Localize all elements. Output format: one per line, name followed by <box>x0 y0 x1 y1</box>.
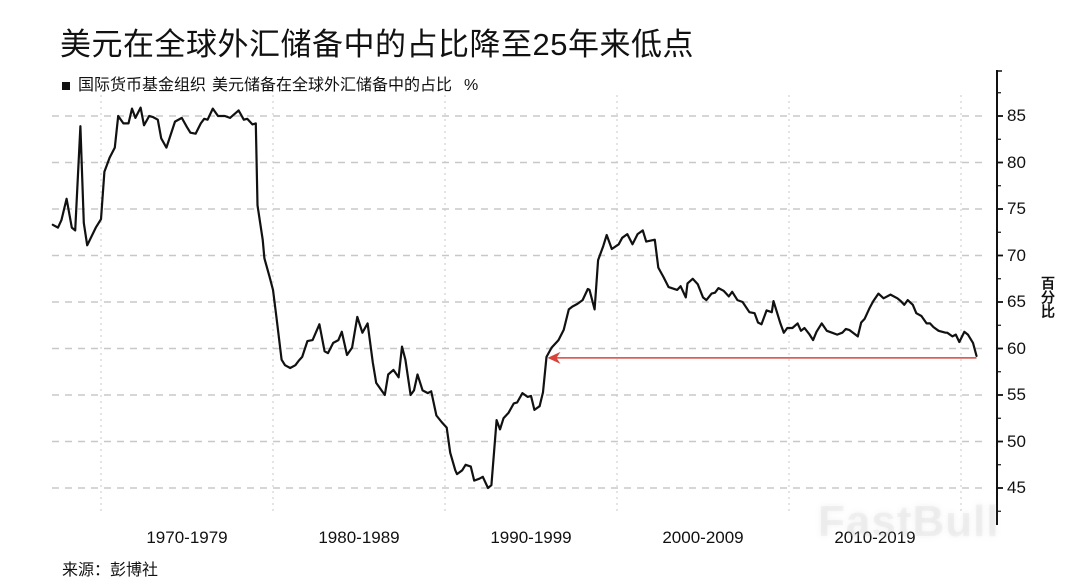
x-tick-label: 2000-2009 <box>662 528 744 547</box>
legend-swatch-icon <box>62 82 70 90</box>
y-tick-label: 85 <box>1007 106 1026 125</box>
y-axis-title: 百分比 <box>1040 276 1056 318</box>
y-tick-label: 70 <box>1007 245 1026 265</box>
y-tick-label: 80 <box>1007 152 1026 172</box>
annotation-arrow <box>547 351 977 364</box>
y-axis <box>996 70 1003 525</box>
x-tick-label: 1970-1979 <box>146 528 228 547</box>
data-line <box>51 106 978 490</box>
y-tick-label: 50 <box>1007 431 1026 451</box>
y-tick-label: 60 <box>1007 338 1026 358</box>
vertical-gridlines <box>100 95 962 513</box>
y-tick-label: 75 <box>1007 199 1026 218</box>
x-tick-label: 2010-2019 <box>834 528 916 547</box>
y-tick-label: 55 <box>1007 385 1026 404</box>
chart-title: 美元在全球外汇储备中的占比降至25年来低点 <box>60 27 694 62</box>
arrowhead-icon <box>547 351 561 364</box>
watermark: FastBull <box>818 497 1000 546</box>
legend: 国际货币基金组织 美元储备在全球外汇储备中的占比 % <box>62 76 478 96</box>
horizontal-gridlines <box>52 115 985 489</box>
y-tick-label: 45 <box>1007 478 1026 497</box>
x-tick-label: 1990-1999 <box>490 528 572 547</box>
legend-series-label: 美元储备在全球外汇储备中的占比 <box>212 77 453 94</box>
legend-source-org: 国际货币基金组织 <box>78 77 207 94</box>
source-note: 来源：彭博社 <box>62 562 159 579</box>
x-tick-label: 1980-1989 <box>318 528 400 547</box>
legend-unit: % <box>464 77 479 94</box>
y-tick-label: 65 <box>1007 292 1026 311</box>
